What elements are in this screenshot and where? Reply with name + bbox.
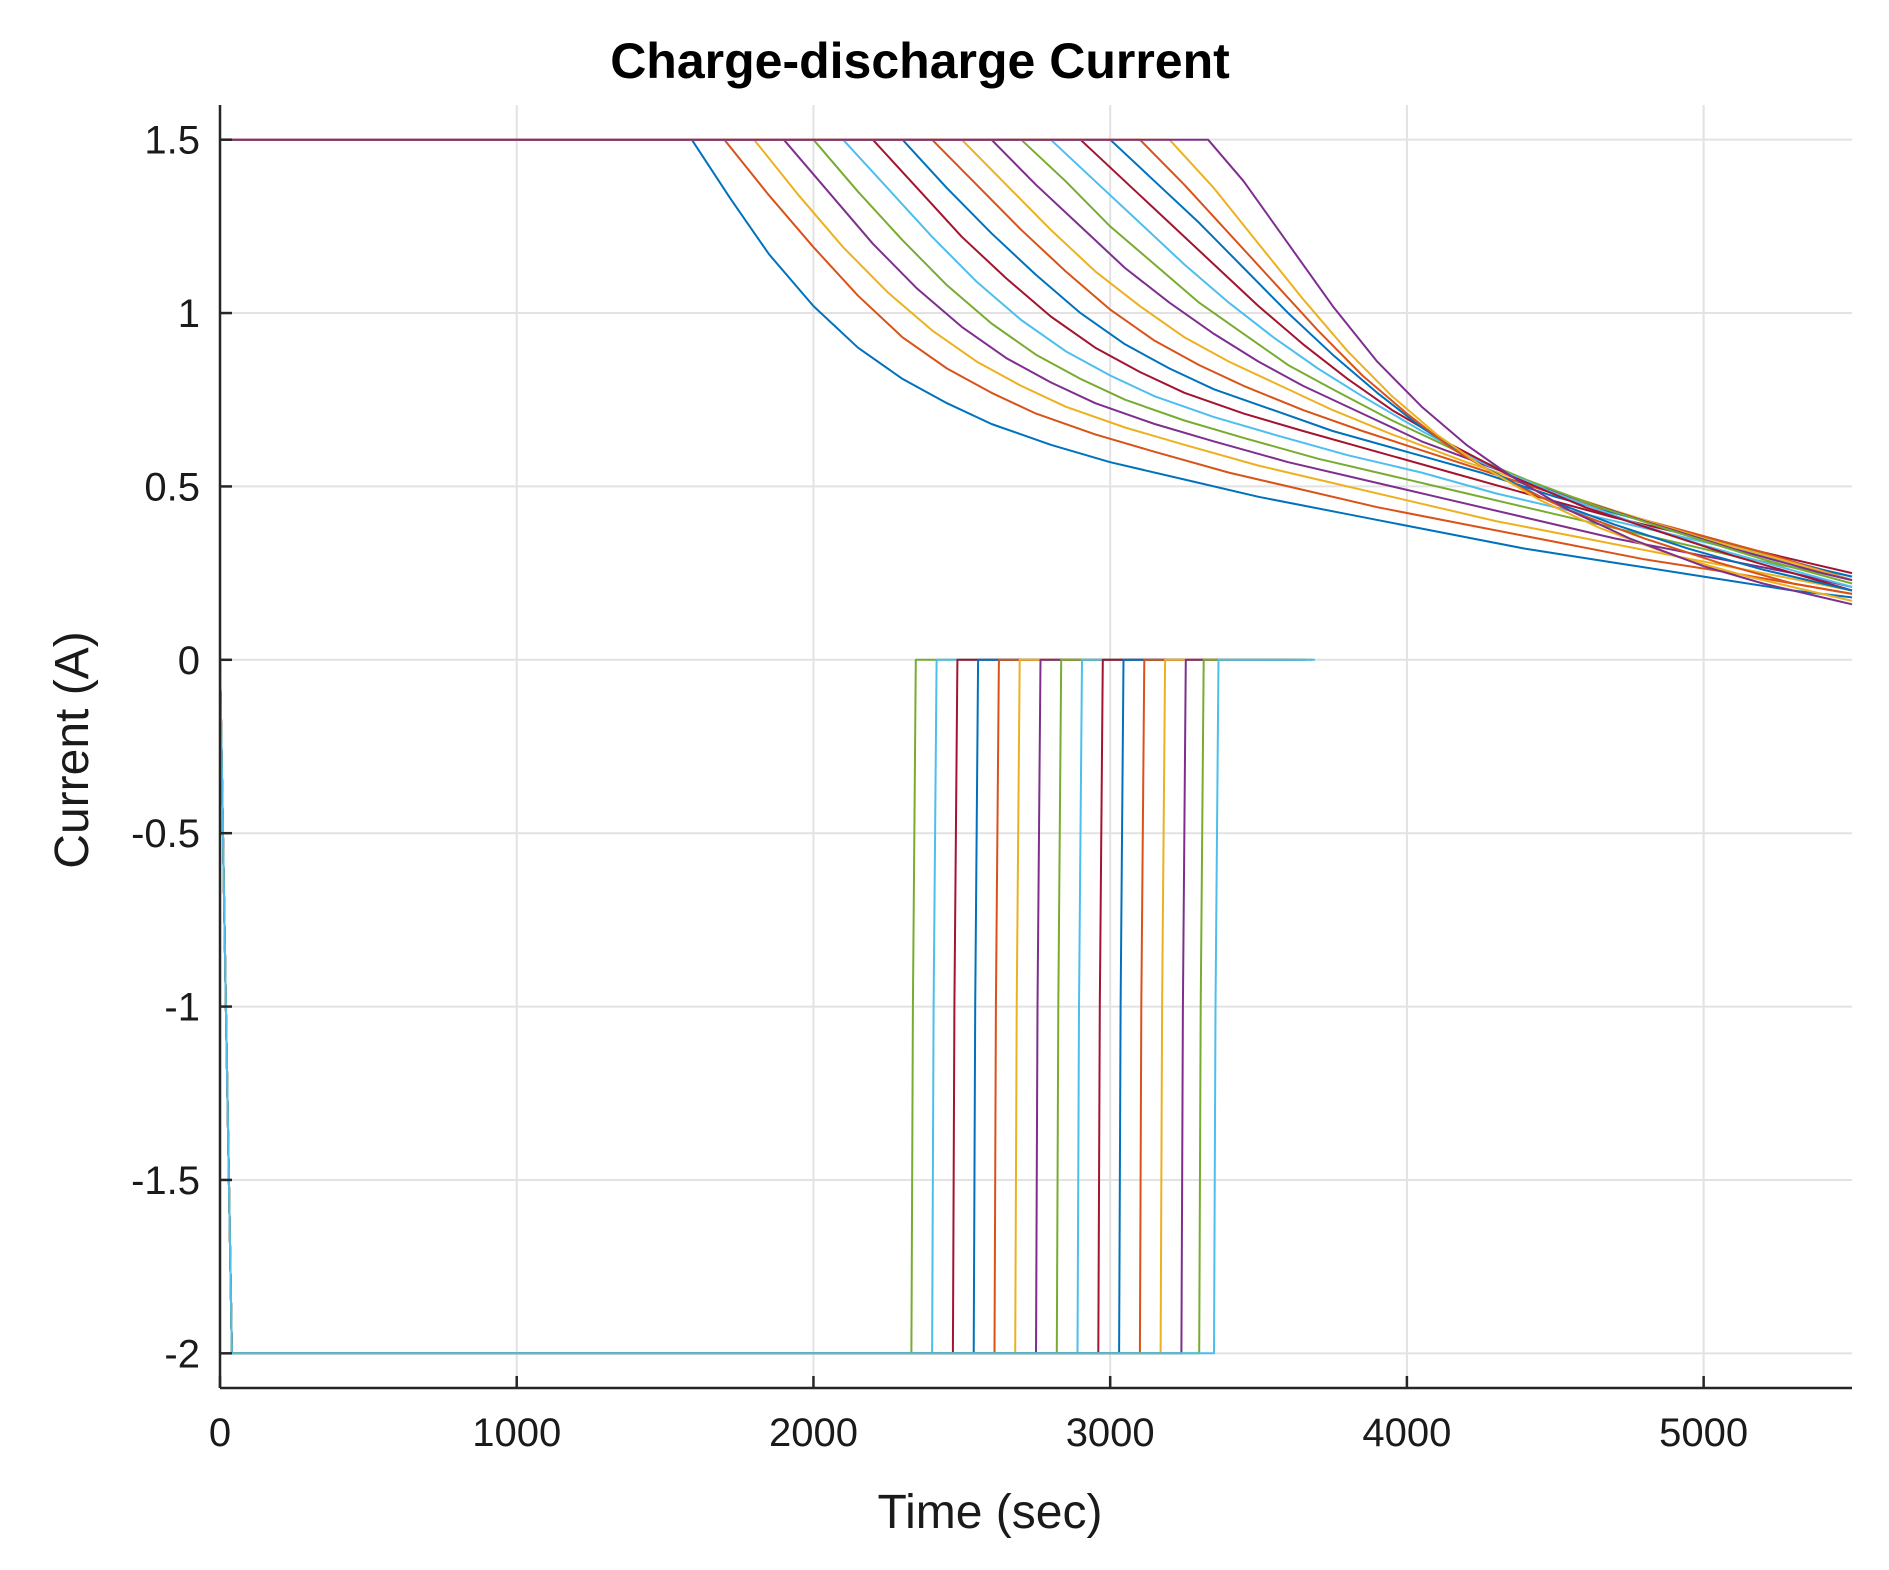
y-tick-label: -1 xyxy=(164,986,200,1030)
series-line xyxy=(220,138,1853,606)
series-line xyxy=(220,138,1853,592)
series-line xyxy=(220,138,1853,588)
x-tick-label: 2000 xyxy=(769,1411,858,1455)
series-line xyxy=(220,138,1853,592)
series-line xyxy=(220,138,1853,585)
x-tick-label: 5000 xyxy=(1659,1411,1748,1455)
y-tick-label: 0 xyxy=(178,639,200,683)
y-tick-label: -0.5 xyxy=(131,812,200,856)
series-line xyxy=(220,138,1853,582)
x-tick-label: 3000 xyxy=(1066,1411,1155,1455)
series-line xyxy=(220,138,1853,595)
y-tick-label: -1.5 xyxy=(131,1159,200,1203)
x-tick-label: 4000 xyxy=(1362,1411,1451,1455)
y-axis-label: Current (A) xyxy=(46,631,99,868)
series-line xyxy=(220,138,1853,578)
y-tick-label: 1 xyxy=(178,292,200,336)
x-axis-label: Time (sec) xyxy=(878,1486,1103,1539)
tick-labels: 0 1000 2000 3000 4000 5000 -2 -1.5 -1 -0.5 0 0.5 1 1.… xyxy=(131,119,1748,1455)
x-tick-label: 1000 xyxy=(472,1411,561,1455)
axes xyxy=(218,105,1852,1390)
series-line xyxy=(220,138,1853,595)
series-group xyxy=(219,138,1853,1355)
series-line xyxy=(220,138,1853,592)
series-line xyxy=(220,138,1853,599)
y-tick-label: -2 xyxy=(164,1332,200,1376)
chart-title: Charge-discharge Current xyxy=(610,33,1230,89)
y-tick-label: 1.5 xyxy=(144,119,200,163)
y-tick-label: 0.5 xyxy=(144,465,200,509)
series-line xyxy=(220,138,1853,602)
x-tick-label: 0 xyxy=(209,1411,231,1455)
